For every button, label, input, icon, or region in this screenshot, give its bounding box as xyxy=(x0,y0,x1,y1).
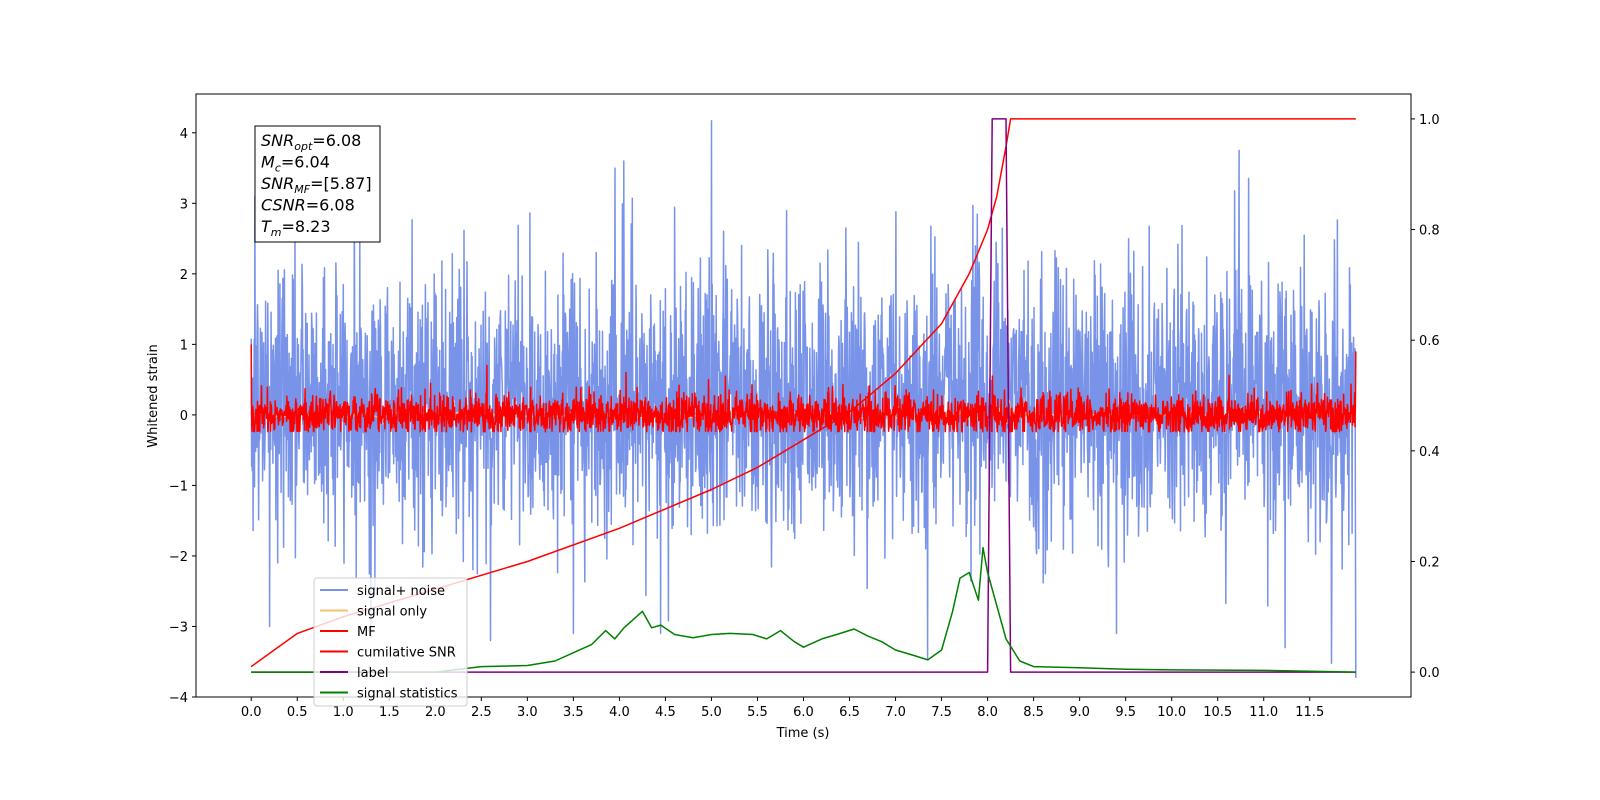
stats-annotation-line: Tm=8.23 xyxy=(261,217,331,239)
x-tick-label: 2.0 xyxy=(425,705,446,720)
x-tick-label: 7.5 xyxy=(931,705,952,720)
x-tick-label: 1.5 xyxy=(379,705,400,720)
x-tick-label: 6.0 xyxy=(793,705,814,720)
y-left-tick-label: 2 xyxy=(180,268,188,283)
y-left-tick-label: −1 xyxy=(169,479,188,494)
y-right-tick-label: 0.4 xyxy=(1419,445,1440,460)
legend-label: MF xyxy=(357,625,376,640)
legend-label: label xyxy=(357,666,388,681)
x-tick-label: 3.5 xyxy=(563,705,584,720)
x-tick-label: 8.5 xyxy=(1023,705,1044,720)
legend-label: signal+ noise xyxy=(357,584,445,599)
stats-annotation-line: SNRopt=6.08 xyxy=(261,131,361,153)
y-left-tick-label: 3 xyxy=(180,197,188,212)
series-line-label xyxy=(251,118,1356,673)
x-tick-label: 10.5 xyxy=(1203,705,1232,720)
y-left-tick-label: 4 xyxy=(180,127,188,142)
x-tick-label: 2.5 xyxy=(471,705,492,720)
stats-annotation-line: CSNR=6.08 xyxy=(261,196,355,215)
x-tick-label: 9.0 xyxy=(1069,705,1090,720)
x-tick-label: 1.0 xyxy=(333,705,354,720)
stats-annotation-line: Mc=6.04 xyxy=(261,153,330,175)
series-line-signal-statistics xyxy=(251,546,1356,673)
x-tick-label: 11.5 xyxy=(1295,705,1324,720)
x-tick-label: 8.0 xyxy=(977,705,998,720)
x-tick-label: 0.5 xyxy=(287,705,308,720)
y-left-tick-label: −4 xyxy=(169,691,188,706)
y-left-tick-label: 0 xyxy=(180,409,188,424)
x-tick-label: 4.0 xyxy=(609,705,630,720)
y-right-tick-label: 0.2 xyxy=(1419,555,1440,570)
x-tick-label: 7.0 xyxy=(885,705,906,720)
x-axis-label: Time (s) xyxy=(776,726,830,741)
x-tick-label: 11.0 xyxy=(1249,705,1278,720)
legend: signal+ noise signal only MF cumilative SNR… xyxy=(313,577,468,707)
y-left-tick-label: −2 xyxy=(169,550,188,565)
axes-layer: 0.0 0.5 1.0 1.5 2.0 2.5 3.0 3.5 4.0 4.5 5.0 5.5 6.0 6… xyxy=(169,113,1440,720)
x-tick-label: 5.0 xyxy=(701,705,722,720)
y-right-tick-label: 0.0 xyxy=(1419,666,1440,681)
legend-label: cumilative SNR xyxy=(357,646,456,661)
series-line-signal-noise xyxy=(250,120,1357,679)
y-left-tick-label: −3 xyxy=(169,620,188,635)
legend-label: signal statistics xyxy=(357,687,458,702)
x-tick-label: 6.5 xyxy=(839,705,860,720)
x-tick-label: 5.5 xyxy=(747,705,768,720)
x-tick-label: 3.0 xyxy=(517,705,538,720)
x-tick-label: 4.5 xyxy=(655,705,676,720)
legend-items: signal+ noise signal only MF cumilative SNR… xyxy=(320,584,458,702)
y-right-tick-label: 0.8 xyxy=(1419,224,1440,239)
y-axis-label: Whitened strain xyxy=(146,344,161,447)
stats-annotation-frame xyxy=(254,125,381,243)
stats-annotation-line: SNRMF=[5.87] xyxy=(261,174,372,196)
x-tick-label: 9.5 xyxy=(1115,705,1136,720)
y-left-tick-label: 1 xyxy=(180,338,188,353)
legend-label: signal only xyxy=(357,605,427,620)
legend-frame xyxy=(313,577,468,707)
y-right-tick-label: 1.0 xyxy=(1419,113,1440,128)
x-tick-label: 10.0 xyxy=(1157,705,1186,720)
series-line-mf xyxy=(250,344,1357,433)
x-tick-label: 0.0 xyxy=(241,705,262,720)
y-right-tick-label: 0.6 xyxy=(1419,334,1440,349)
